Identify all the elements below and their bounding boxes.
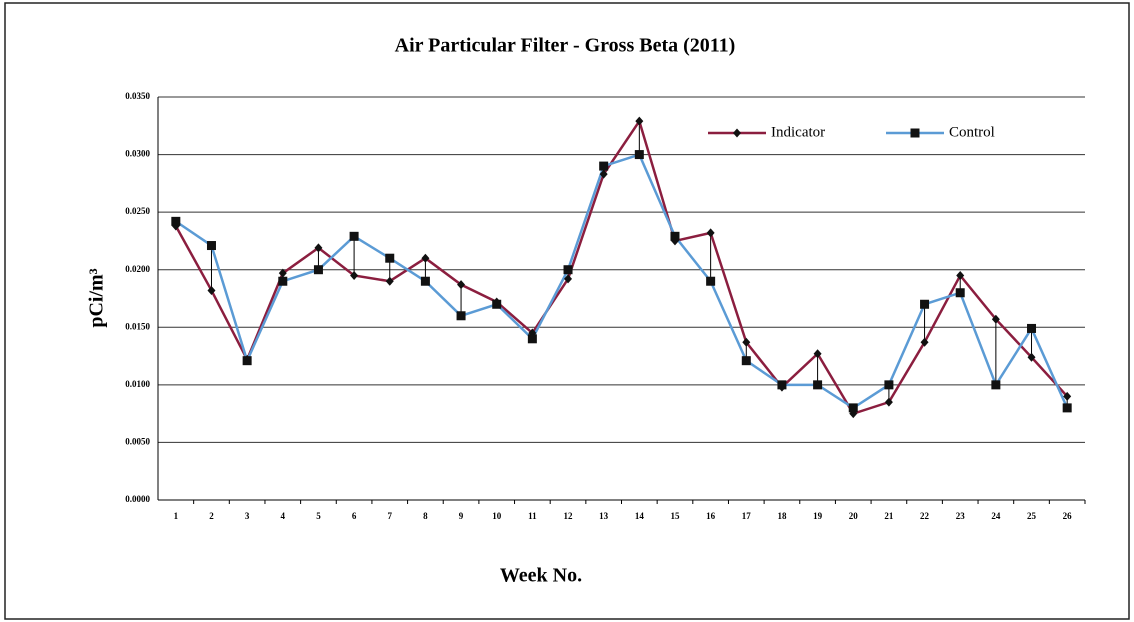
x-tick-label: 23 (956, 511, 966, 521)
y-tick-label: 0.0350 (125, 91, 150, 101)
x-tick-label: 20 (849, 511, 859, 521)
data-point (350, 270, 359, 280)
series-line (175, 153, 1069, 410)
x-tick-label: 14 (635, 511, 645, 521)
x-tick-label: 19 (813, 511, 823, 521)
data-point (385, 276, 394, 286)
data-point (421, 253, 430, 263)
x-tick-label: 11 (528, 511, 537, 521)
x-tick-label: 24 (991, 511, 1001, 521)
legend-label: Control (949, 124, 995, 140)
x-tick-label: 9 (459, 511, 464, 521)
legend-label: Indicator (771, 124, 825, 140)
data-point (349, 231, 359, 241)
x-tick-label: 18 (777, 511, 787, 521)
x-tick-label: 22 (920, 511, 930, 521)
data-point (1027, 352, 1036, 362)
data-point (206, 241, 216, 251)
data-point (456, 311, 466, 321)
y-tick-label: 0.0200 (125, 264, 150, 274)
data-point (920, 299, 930, 309)
data-point (563, 265, 573, 275)
data-point (742, 337, 751, 347)
data-point (813, 380, 823, 390)
data-point (884, 397, 893, 407)
x-axis-label: Week No. (500, 565, 582, 587)
data-point (314, 243, 323, 253)
data-point (991, 380, 1001, 390)
data-point (635, 116, 644, 126)
x-tick-label: 2 (209, 511, 214, 521)
chart-border (4, 2, 1130, 620)
x-tick-label: 26 (1063, 511, 1073, 521)
x-tick-label: 10 (492, 511, 502, 521)
data-point (527, 334, 537, 344)
data-point (492, 299, 502, 309)
data-point (385, 253, 395, 263)
x-tick-label: 16 (706, 511, 716, 521)
data-point (634, 150, 644, 160)
legend-marker (910, 128, 920, 138)
data-point (1062, 403, 1072, 413)
data-point (278, 268, 287, 278)
data-point (564, 274, 573, 284)
data-point (313, 265, 323, 275)
data-point (457, 280, 466, 290)
data-point (884, 380, 894, 390)
data-point (991, 314, 1000, 324)
x-tick-label: 15 (670, 511, 680, 521)
data-point (670, 231, 680, 241)
data-point (920, 337, 929, 347)
data-point (242, 356, 252, 366)
x-tick-label: 8 (423, 511, 428, 521)
data-point (777, 380, 787, 390)
legend-marker (733, 128, 741, 138)
data-point (813, 349, 822, 359)
y-tick-label: 0.0000 (125, 494, 150, 504)
y-tick-label: 0.0150 (125, 321, 150, 331)
x-tick-label: 3 (245, 511, 250, 521)
x-tick-label: 6 (352, 511, 357, 521)
x-tick-label: 25 (1027, 511, 1037, 521)
data-point (1027, 323, 1037, 333)
data-point (955, 288, 965, 298)
y-tick-label: 0.0050 (125, 436, 150, 446)
data-point (599, 169, 608, 179)
y-axis-label: pCi/m³ (86, 268, 108, 327)
y-tick-label: 0.0100 (125, 379, 150, 389)
data-point (420, 276, 430, 286)
x-tick-label: 7 (388, 511, 393, 521)
data-point (848, 403, 858, 413)
data-point (207, 285, 216, 295)
y-tick-label: 0.0300 (125, 149, 150, 159)
x-tick-label: 12 (564, 511, 574, 521)
data-point (706, 228, 715, 238)
x-tick-label: 13 (599, 511, 609, 521)
data-point (741, 356, 751, 366)
data-point (706, 276, 716, 286)
chart-title: Air Particular Filter - Gross Beta (2011… (395, 35, 736, 57)
x-tick-label: 1 (174, 511, 179, 521)
data-point (599, 161, 609, 171)
data-point (1063, 391, 1072, 401)
data-point (956, 270, 965, 280)
series-line (174, 118, 1069, 416)
x-tick-label: 17 (742, 511, 752, 521)
data-point (278, 276, 288, 286)
x-tick-label: 5 (316, 511, 321, 521)
x-tick-label: 4 (281, 511, 286, 521)
data-point (171, 216, 181, 226)
y-tick-label: 0.0250 (125, 206, 150, 216)
x-tick-label: 21 (884, 511, 894, 521)
